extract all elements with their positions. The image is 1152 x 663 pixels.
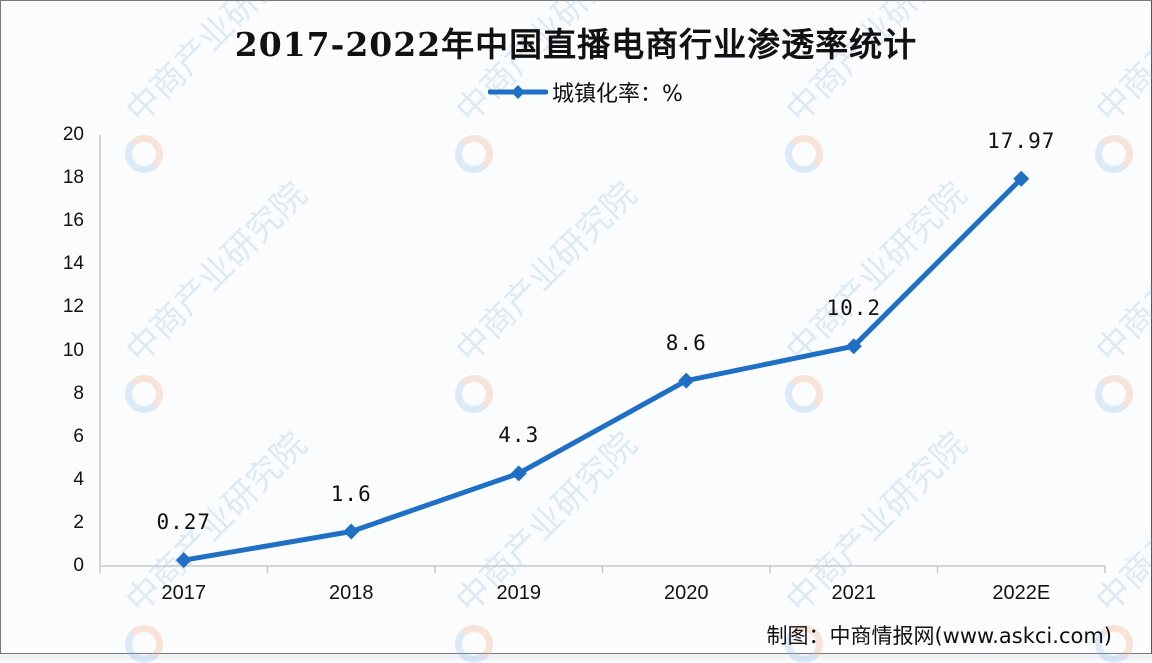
x-axis-ticks (99, 566, 1106, 573)
legend-label: 城镇化率：% (552, 82, 683, 107)
watermark-logo-icon (455, 135, 493, 173)
data-label: 10.2 (826, 296, 882, 321)
data-label: 4.3 (498, 423, 540, 448)
data-label: 0.27 (156, 510, 212, 535)
x-tick-label: 2022E (992, 582, 1051, 604)
y-tick-label: 0 (73, 555, 84, 576)
data-point-marker (845, 338, 862, 355)
data-label: 17.97 (987, 128, 1056, 153)
watermark-logo-icon (1095, 135, 1133, 173)
legend: 城镇化率：% (488, 78, 683, 107)
watermark-logo-icon (1095, 375, 1133, 413)
x-tick-label: 2017 (161, 582, 207, 604)
source-note: 制图：中商情报网(www.askci.com) (766, 624, 1112, 648)
data-point-marker (343, 523, 360, 540)
x-tick-label: 2019 (496, 582, 542, 604)
y-tick-label: 4 (73, 468, 84, 490)
watermark-logo-icon (785, 135, 823, 173)
data-label: 8.6 (665, 330, 707, 355)
y-tick-label: 18 (62, 167, 84, 189)
legend-line-diamond-icon (488, 85, 548, 99)
x-tick-label: 2020 (664, 582, 709, 604)
series-markers (175, 170, 1030, 569)
y-tick-label: 6 (73, 425, 84, 447)
y-tick-label: 2 (73, 511, 84, 533)
x-tick-label: 2021 (831, 582, 877, 604)
y-tick-label: 12 (62, 296, 84, 318)
data-label: 1.6 (330, 481, 372, 506)
chart-title: 2017-2022年中国直播电商行业渗透率统计 (234, 25, 918, 64)
watermark-logo-icon (125, 375, 163, 413)
x-tick-label: 2018 (329, 582, 374, 604)
y-tick-label: 14 (62, 253, 84, 275)
series-line (183, 176, 1024, 563)
watermark-logo-icon (785, 375, 823, 413)
y-tick-label: 8 (73, 382, 84, 404)
y-tick-label: 20 (62, 124, 84, 145)
watermark-logo-icon (125, 135, 163, 173)
bottom-strip (0, 654, 1152, 660)
data-point-marker (1013, 170, 1030, 187)
y-tick-label: 16 (62, 210, 84, 232)
y-tick-label: 10 (62, 339, 84, 361)
data-point-marker (510, 465, 527, 482)
data-point-marker (175, 552, 192, 569)
data-point-marker (678, 372, 695, 389)
watermark-logo-icon (455, 375, 493, 413)
